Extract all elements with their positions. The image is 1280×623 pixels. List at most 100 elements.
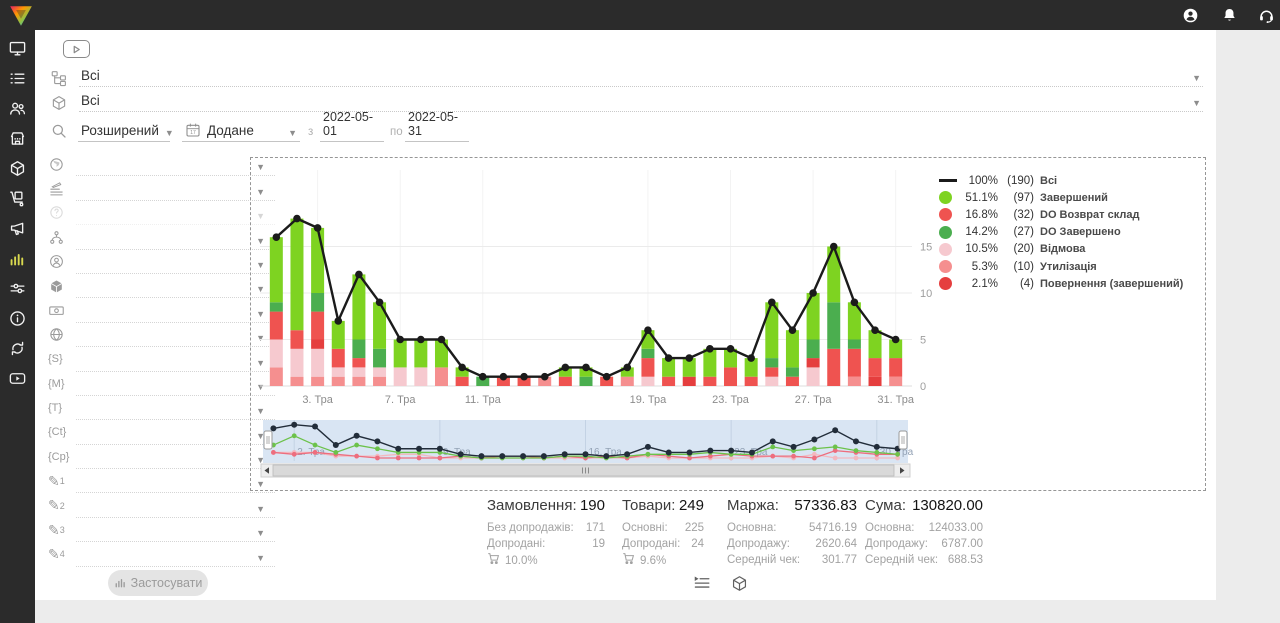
filter-select[interactable]: ▼ bbox=[76, 431, 275, 445]
filter-select[interactable]: ▼ bbox=[76, 382, 275, 396]
legend-item[interactable]: 5.3% (10) Утилізація bbox=[939, 258, 1183, 275]
legend-dot-swatch bbox=[939, 225, 952, 239]
chevron-down-icon: ▼ bbox=[256, 162, 265, 173]
filter-select[interactable]: ▼ bbox=[76, 236, 275, 250]
filter-row: ✎ 1 ▼ bbox=[48, 469, 275, 494]
sidebar-item-store[interactable] bbox=[0, 123, 35, 153]
product-select-value: Всі bbox=[81, 93, 100, 108]
chevron-down-icon: ▼ bbox=[256, 186, 265, 197]
sidebar-item-clients[interactable] bbox=[0, 93, 35, 123]
date-to-input[interactable]: 2022-05-31 bbox=[405, 110, 469, 142]
filter-select[interactable]: ▼ bbox=[76, 187, 275, 201]
product-select[interactable]: Всі ▼ bbox=[79, 93, 1203, 112]
stat-products: Товари: 249 Основні: 225 Допродані: 24 9.6% bbox=[622, 497, 704, 570]
video-help-button[interactable] bbox=[63, 40, 90, 58]
calendar-icon: 17 bbox=[185, 122, 201, 138]
sidebar-item-info[interactable] bbox=[0, 303, 35, 333]
filter-select[interactable]: ▼ bbox=[76, 333, 275, 348]
search-icon bbox=[50, 122, 68, 140]
filter-row: {S} ▼ bbox=[48, 347, 275, 372]
svg-text:0: 0 bbox=[920, 381, 926, 393]
legend-item[interactable]: 16.8% (32) DO Возврат склад bbox=[939, 206, 1183, 223]
network-icon bbox=[48, 229, 76, 246]
stat-value: 249 bbox=[678, 497, 704, 514]
stat-title: Сума: bbox=[865, 497, 906, 514]
bell-icon[interactable] bbox=[1217, 3, 1241, 27]
range-navigator[interactable]: 2. Тра 9. Тра 16. Тра 23. Тра 30. Тра bbox=[263, 420, 914, 463]
search-mode-select[interactable]: Розширений ▼ bbox=[78, 123, 174, 142]
stacked-bars[interactable] bbox=[269, 218, 903, 386]
box-view-icon[interactable] bbox=[730, 574, 749, 593]
filter-select[interactable]: ▼ bbox=[76, 455, 275, 470]
brace-ct-icon: {Ct} bbox=[48, 426, 67, 439]
filter-select[interactable]: ▼ bbox=[76, 162, 275, 177]
svg-text:11. Тра: 11. Тра bbox=[465, 394, 502, 406]
sidebar-item-supply[interactable] bbox=[0, 183, 35, 213]
legend-dot-swatch bbox=[939, 242, 952, 256]
chevron-down-icon: ▼ bbox=[256, 552, 265, 563]
svg-text:5: 5 bbox=[920, 335, 926, 347]
scroll-thumb bbox=[272, 464, 895, 477]
app-logo-icon[interactable] bbox=[8, 3, 34, 27]
sidebar-item-statistics[interactable] bbox=[0, 243, 35, 273]
legend-item[interactable]: 100% (190) Всі bbox=[939, 172, 1183, 189]
topbar bbox=[0, 0, 1280, 30]
sidebar-item-video[interactable] bbox=[0, 363, 35, 393]
sidebar-item-marketing[interactable] bbox=[0, 213, 35, 243]
filter-select[interactable]: ▼ bbox=[76, 406, 275, 421]
filter-row: {Ct} ▼ bbox=[48, 420, 275, 445]
sidebar-item-products[interactable] bbox=[0, 153, 35, 183]
upsell-percent: 9.6% bbox=[640, 555, 667, 567]
legend-item[interactable]: 51.1% (97) Завершений bbox=[939, 189, 1183, 206]
filter-select[interactable]: ▼ bbox=[76, 260, 275, 274]
sidebar-item-orders[interactable] bbox=[0, 63, 35, 93]
filter-select[interactable]: ▼ bbox=[76, 479, 275, 494]
svg-text:31. Тра: 31. Тра bbox=[877, 394, 915, 406]
pencil-1-icon: ✎ 1 bbox=[48, 472, 65, 489]
chevron-down-icon: ▼ bbox=[256, 430, 265, 441]
filter-select[interactable]: ▼ bbox=[76, 358, 275, 372]
navigator-handle[interactable] bbox=[263, 430, 273, 450]
apply-button-label: Застосувати bbox=[130, 576, 203, 590]
date-field-select[interactable]: 17 Додане ▼ bbox=[182, 122, 300, 142]
cart-icon bbox=[622, 552, 635, 570]
filter-row: ▼ bbox=[48, 250, 275, 274]
totals-line[interactable] bbox=[272, 214, 900, 381]
filter-select[interactable]: ▼ bbox=[76, 211, 275, 226]
filter-select[interactable]: ▼ bbox=[76, 284, 275, 299]
filter-select[interactable]: ▼ bbox=[76, 504, 275, 518]
sidebar-item-sync[interactable] bbox=[0, 333, 35, 363]
chart-scrollbar[interactable] bbox=[260, 463, 911, 478]
date-from-input[interactable]: 2022-05-01 bbox=[320, 110, 384, 142]
date-to-value: 2022-05-31 bbox=[408, 110, 459, 138]
list-view-icon[interactable] bbox=[693, 574, 712, 593]
stat-margin: Маржа: 57336.83 Основна: 54716.19 Допродаж… bbox=[727, 497, 857, 566]
legend-line-swatch bbox=[939, 179, 957, 182]
category-select[interactable]: Всі ▼ bbox=[79, 68, 1203, 87]
filter-row: {T} ▼ bbox=[48, 396, 275, 421]
sidebar-item-dashboard[interactable] bbox=[0, 33, 35, 63]
chevron-down-icon: ▼ bbox=[256, 479, 265, 490]
sidebar bbox=[0, 30, 35, 623]
legend-item[interactable]: 2.1% (4) Повернення (завершений) bbox=[939, 275, 1183, 292]
legend-item[interactable]: 10.5% (20) Відмова bbox=[939, 241, 1183, 258]
svg-text:9. Тра: 9. Тра bbox=[443, 447, 471, 458]
filter-select[interactable]: ▼ bbox=[76, 528, 275, 543]
date-from-value: 2022-05-01 bbox=[323, 110, 374, 138]
stat-orders: Замовлення: 190 Без допродажів: 171 Допрод… bbox=[487, 497, 605, 570]
filter-select[interactable]: ▼ bbox=[76, 309, 275, 323]
sidebar-item-settings[interactable] bbox=[0, 273, 35, 303]
navigator-handle[interactable] bbox=[898, 430, 908, 450]
upsell-percent: 10.0% bbox=[505, 555, 538, 567]
filter-select[interactable]: ▼ bbox=[76, 553, 275, 567]
mini-chart-icon bbox=[115, 578, 125, 588]
user-icon[interactable] bbox=[1178, 3, 1202, 27]
legend-item[interactable]: 14.2% (27) DO Завершено bbox=[939, 224, 1183, 241]
support-headset-icon[interactable] bbox=[1254, 3, 1278, 27]
apply-button[interactable]: Застосувати bbox=[108, 570, 208, 596]
orders-chart[interactable]: 3. Тра 7. Тра 11. Тра 19. Тра 23. Тра 27. Тра… bbox=[251, 158, 1205, 490]
brace-s-icon: {S} bbox=[48, 353, 63, 366]
chevron-down-icon: ▼ bbox=[256, 284, 265, 295]
filter-row: ▼ bbox=[48, 298, 275, 323]
